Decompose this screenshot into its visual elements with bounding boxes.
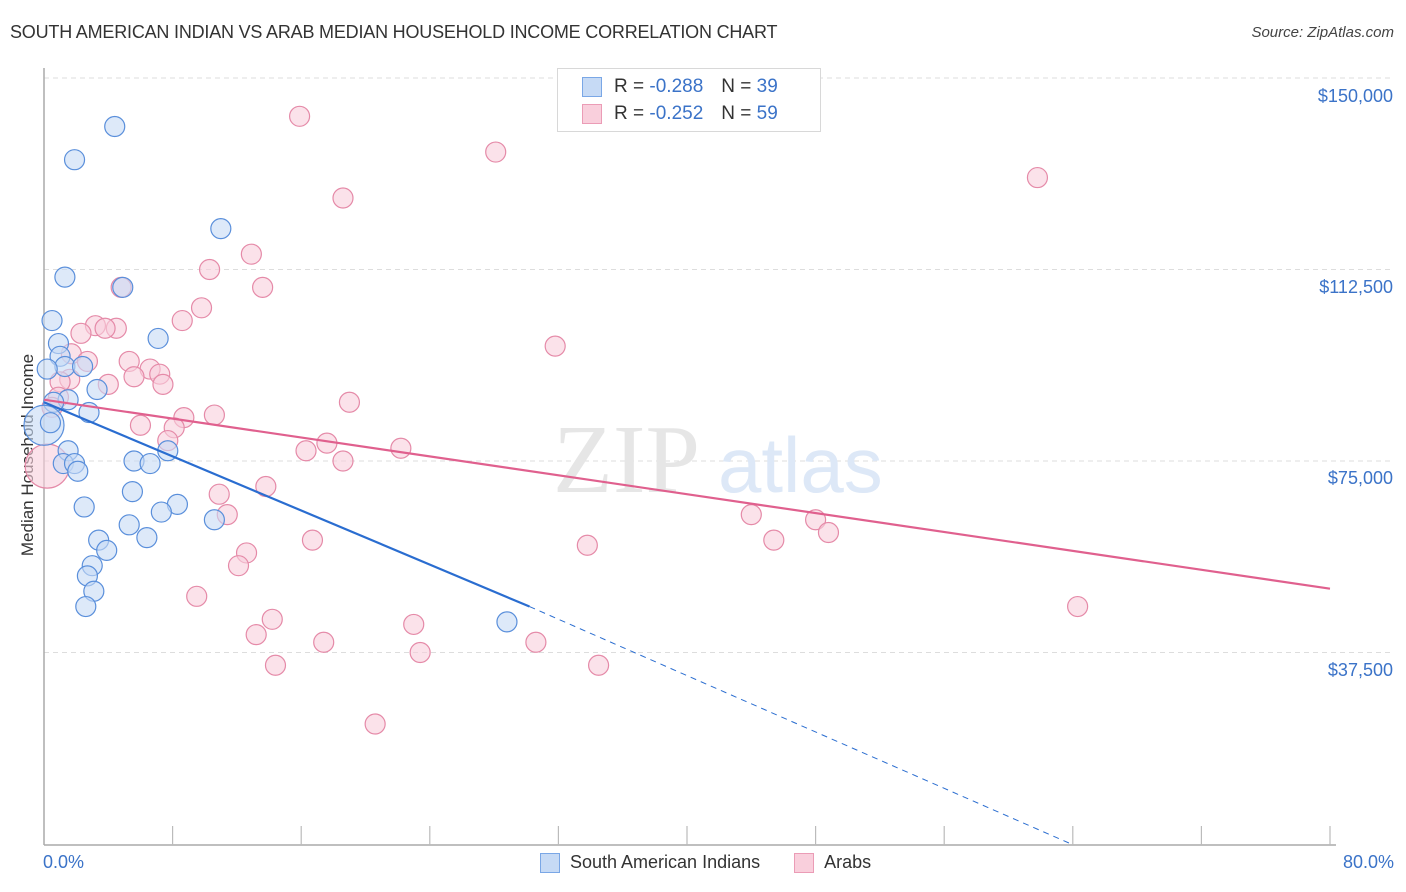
data-point	[147, 327, 169, 350]
trend-extrapolation	[529, 606, 1072, 845]
data-point	[740, 504, 762, 526]
data-point	[485, 141, 507, 163]
data-point	[817, 521, 840, 544]
data-point	[112, 276, 134, 298]
data-point	[203, 404, 225, 426]
chart-title: SOUTH AMERICAN INDIAN VS ARAB MEDIAN HOU…	[10, 22, 778, 42]
data-point	[86, 378, 108, 401]
data-point	[295, 440, 317, 462]
r-label: R =	[614, 76, 645, 97]
data-point	[71, 355, 94, 378]
n-label: N =	[721, 76, 752, 97]
legend-row-south-american-indians: R = -0.288 N = 39	[582, 75, 778, 99]
south-american-indians-trend-line	[43, 401, 530, 608]
data-point	[245, 624, 267, 646]
legend-label: Arabs	[824, 852, 872, 872]
data-point	[136, 526, 158, 549]
r-label: R =	[614, 103, 645, 124]
series-legend: South American Indians Arabs	[540, 852, 905, 873]
y-tick-75000: $75,000	[1327, 468, 1393, 488]
data-point	[94, 317, 116, 339]
data-point	[208, 483, 230, 505]
data-point	[390, 437, 412, 459]
data-point	[1026, 166, 1049, 189]
data-point	[73, 496, 95, 518]
data-point	[70, 322, 92, 344]
data-point	[544, 335, 566, 357]
data-point	[403, 613, 425, 636]
data-point	[301, 529, 324, 551]
watermark-zip: ZIP	[553, 406, 700, 514]
legend-item-arabs[interactable]: Arabs	[794, 852, 871, 873]
data-point	[75, 595, 97, 618]
y-tick-37500: $37,500	[1327, 660, 1393, 680]
data-point	[123, 366, 145, 388]
data-point	[36, 358, 58, 380]
data-point	[240, 243, 262, 265]
data-point	[171, 309, 193, 332]
data-point	[63, 149, 86, 171]
data-point	[210, 218, 232, 240]
data-point	[129, 414, 152, 436]
data-point	[186, 585, 208, 607]
data-point	[150, 501, 172, 523]
data-point	[525, 631, 547, 653]
south-american-indians-points	[23, 115, 518, 633]
trend-lines	[43, 398, 1331, 845]
data-point	[364, 713, 386, 735]
x-tick-max: 80.0%	[1342, 852, 1394, 872]
data-point	[332, 187, 354, 209]
data-point	[54, 266, 76, 288]
n-value: 59	[756, 103, 778, 124]
data-point	[96, 539, 118, 561]
data-point	[576, 534, 598, 556]
y-tick-112500: $112,500	[1319, 277, 1393, 297]
n-value: 39	[756, 76, 778, 97]
data-point	[264, 654, 287, 676]
data-point	[39, 412, 62, 434]
arabs-trend-line	[43, 398, 1331, 590]
data-point	[118, 514, 140, 536]
pink-swatch-icon	[582, 104, 602, 124]
x-tick-min: 0.0%	[43, 852, 85, 872]
y-tick-150000: $150,000	[1317, 86, 1393, 106]
data-point	[54, 355, 76, 378]
pink-swatch-icon	[794, 852, 815, 873]
n-label: N =	[721, 103, 752, 124]
r-value: -0.252	[649, 103, 704, 124]
blue-swatch-icon	[540, 852, 560, 873]
watermark: ZIP atlas	[553, 406, 883, 514]
data-point	[409, 641, 431, 664]
correlation-legend: R = -0.288 N = 39 R = -0.252 N = 59	[557, 68, 821, 132]
data-point	[763, 529, 785, 551]
data-point	[67, 460, 89, 482]
data-point	[198, 258, 221, 281]
data-point	[203, 509, 225, 531]
data-point	[41, 309, 63, 332]
data-point	[338, 391, 361, 413]
data-point	[496, 611, 518, 633]
data-point	[261, 608, 283, 630]
data-point	[152, 373, 174, 395]
data-point	[288, 105, 311, 127]
data-point	[313, 631, 335, 653]
arabs-points	[24, 105, 1089, 735]
blue-swatch-icon	[582, 77, 602, 97]
data-point	[121, 481, 144, 503]
data-point	[332, 450, 354, 472]
data-point	[104, 115, 126, 138]
data-point	[587, 654, 610, 676]
data-point	[1067, 595, 1089, 618]
watermark-atlas: atlas	[718, 421, 883, 509]
legend-label: South American Indians	[570, 852, 761, 872]
r-value: -0.288	[649, 76, 704, 97]
data-point	[139, 452, 161, 475]
data-point	[227, 555, 250, 577]
legend-row-arabs: R = -0.252 N = 59	[582, 102, 778, 126]
legend-item-south-american-indians[interactable]: South American Indians	[540, 852, 760, 873]
source-label: Source: ZipAtlas.com	[1251, 24, 1394, 41]
data-point	[252, 276, 274, 298]
data-point	[190, 297, 213, 319]
